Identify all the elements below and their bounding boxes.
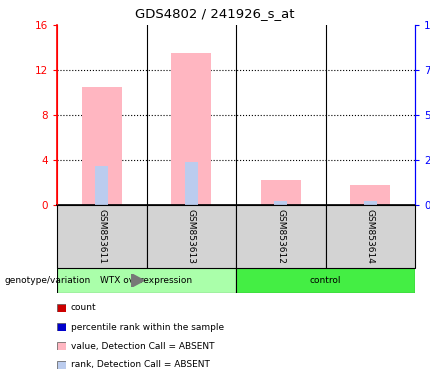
- Polygon shape: [131, 273, 144, 287]
- Text: GDS4802 / 241926_s_at: GDS4802 / 241926_s_at: [135, 8, 295, 20]
- Bar: [82, 87, 122, 205]
- Text: GSM853614: GSM853614: [366, 209, 375, 264]
- FancyBboxPatch shape: [236, 205, 326, 268]
- Bar: [350, 185, 390, 205]
- FancyBboxPatch shape: [236, 268, 415, 293]
- Text: WTX overexpression: WTX overexpression: [101, 276, 193, 285]
- FancyBboxPatch shape: [57, 268, 236, 293]
- Text: value, Detection Call = ABSENT: value, Detection Call = ABSENT: [71, 341, 214, 351]
- Bar: [184, 162, 198, 205]
- FancyBboxPatch shape: [326, 205, 415, 268]
- Bar: [363, 200, 377, 205]
- Text: percentile rank within the sample: percentile rank within the sample: [71, 323, 224, 331]
- Text: count: count: [71, 303, 96, 313]
- Text: GSM853613: GSM853613: [187, 209, 196, 264]
- Bar: [95, 166, 108, 205]
- FancyBboxPatch shape: [57, 205, 147, 268]
- Text: GSM853611: GSM853611: [97, 209, 106, 264]
- Bar: [274, 200, 288, 205]
- Text: GSM853612: GSM853612: [276, 209, 285, 264]
- Bar: [261, 180, 301, 205]
- FancyBboxPatch shape: [147, 205, 236, 268]
- Text: rank, Detection Call = ABSENT: rank, Detection Call = ABSENT: [71, 361, 210, 369]
- Text: control: control: [310, 276, 341, 285]
- Bar: [171, 53, 212, 205]
- Text: genotype/variation: genotype/variation: [4, 276, 91, 285]
